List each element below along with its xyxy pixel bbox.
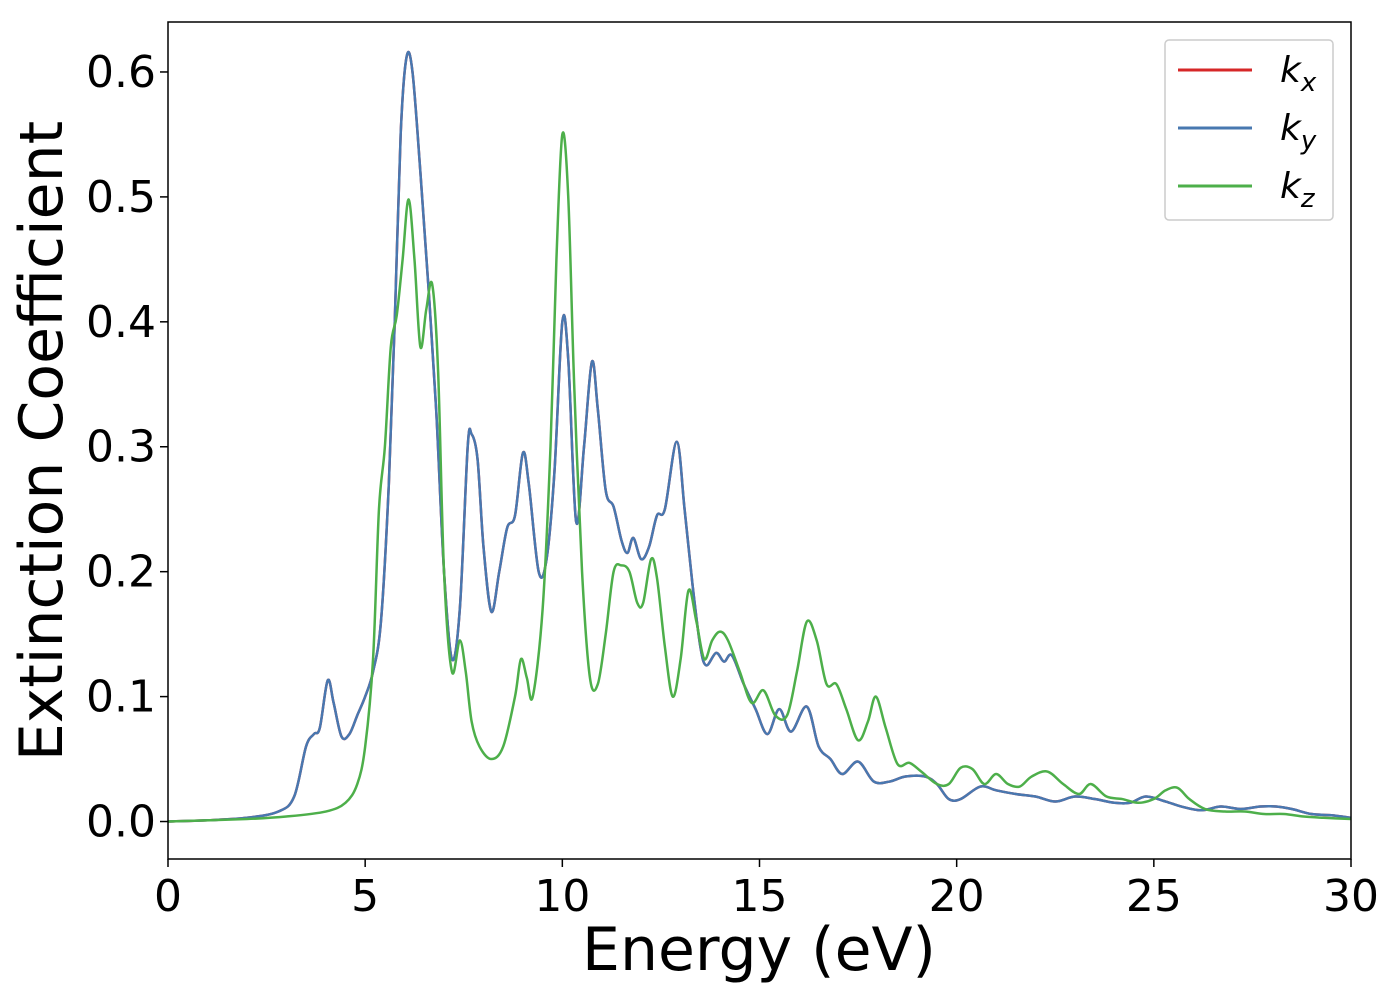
y-tick-label: 0.2	[86, 547, 156, 598]
x-tick-label: 0	[154, 871, 182, 922]
y-tick-label: 0.4	[86, 297, 156, 348]
series-layer	[167, 50, 1352, 823]
x-tick-label: 25	[1126, 871, 1182, 922]
y-tick-label: 0.3	[86, 422, 156, 473]
x-tick-label: 15	[732, 871, 788, 922]
x-tick-label: 5	[351, 871, 379, 922]
y-tick-label: 0.0	[86, 797, 156, 848]
y-tick-label: 0.5	[86, 172, 156, 223]
x-axis: 0 5 10 15 20 25 30	[154, 859, 1379, 922]
x-tick-label: 20	[929, 871, 985, 922]
series-line-kz	[167, 131, 1352, 823]
legend-frame	[1164, 39, 1334, 221]
y-axis-title: Extinction Coefficient	[7, 121, 77, 761]
y-tick-label: 0.6	[86, 47, 156, 98]
x-axis-title: Energy (eV)	[582, 915, 936, 985]
y-axis: 0.0 0.1 0.2 0.3 0.4 0.5 0.6	[86, 47, 168, 848]
y-tick-label: 0.1	[86, 672, 156, 723]
x-tick-label: 10	[534, 871, 590, 922]
x-tick-label: 30	[1323, 871, 1379, 922]
